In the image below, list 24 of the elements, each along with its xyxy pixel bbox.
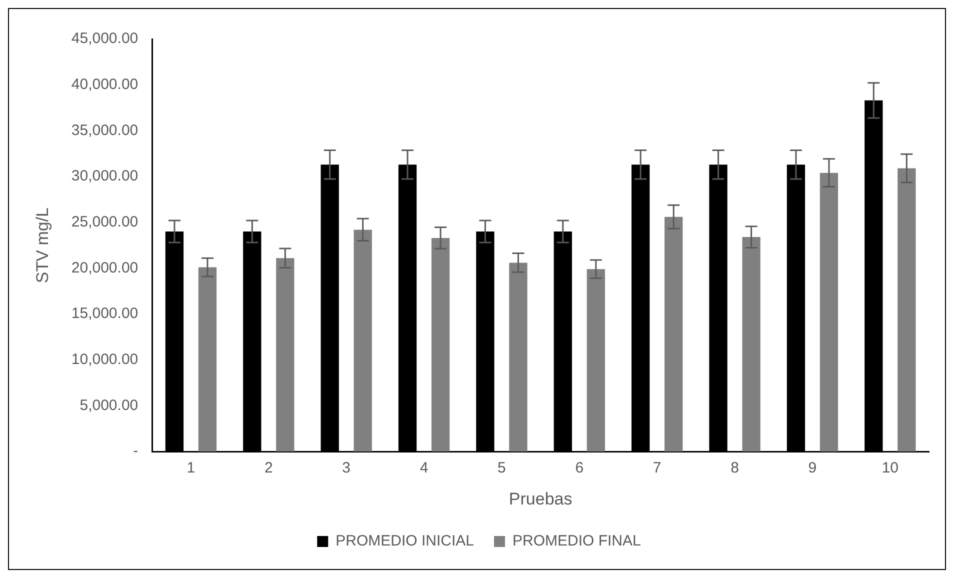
x-tick-label: 4 <box>420 460 428 477</box>
x-tick-label: 6 <box>575 460 584 477</box>
y-tick-label: 15,000.00 <box>71 305 138 322</box>
y-tick-label: 5,000.00 <box>80 396 138 414</box>
x-tick-label: 1 <box>186 460 196 477</box>
y-tick-label: 25,000.00 <box>71 214 138 231</box>
y-tick-label: 30,000.00 <box>71 168 138 185</box>
legend-label: PROMEDIO INICIAL <box>336 532 474 550</box>
x-tick-label: 5 <box>498 460 506 477</box>
y-tick-label: - <box>133 442 138 460</box>
x-tick-label: 2 <box>264 460 273 477</box>
y-tick-label: 20,000.00 <box>71 259 138 276</box>
x-tick-label: 3 <box>342 460 351 477</box>
y-axis-title: STV mg/L <box>32 208 52 284</box>
x-tick-label: 7 <box>652 460 662 477</box>
x-tick-label: 8 <box>730 460 739 477</box>
y-tick-label: 35,000.00 <box>71 122 138 139</box>
legend-label: PROMEDIO FINAL <box>512 532 641 550</box>
y-tick-label: 40,000.00 <box>71 76 138 93</box>
x-axis-title: Pruebas <box>508 489 572 508</box>
x-tick-label: 9 <box>808 460 817 477</box>
y-tick-label: 45,000.00 <box>71 30 138 48</box>
y-tick-label: 10,000.00 <box>71 351 138 368</box>
x-tick-label: 10 <box>882 460 898 477</box>
